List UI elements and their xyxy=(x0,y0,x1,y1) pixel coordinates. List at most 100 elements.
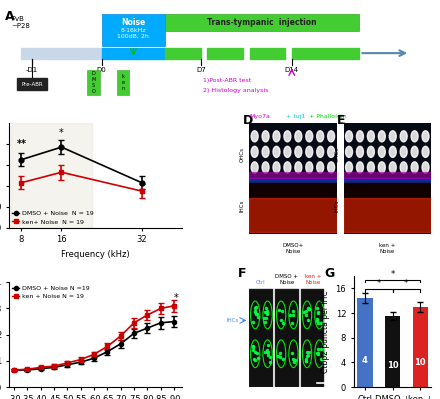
Ellipse shape xyxy=(317,131,324,142)
Ellipse shape xyxy=(345,146,352,157)
Ellipse shape xyxy=(295,162,302,173)
Bar xyxy=(292,47,359,59)
Text: + tuj1: + tuj1 xyxy=(286,114,305,119)
Ellipse shape xyxy=(251,162,258,173)
Text: *: * xyxy=(174,292,179,302)
Ellipse shape xyxy=(328,162,334,173)
Text: *: * xyxy=(404,279,408,288)
Ellipse shape xyxy=(378,162,385,173)
Text: DMSO+
Noise: DMSO+ Noise xyxy=(282,243,304,254)
Bar xyxy=(165,47,201,59)
Bar xyxy=(249,183,337,234)
Ellipse shape xyxy=(356,131,363,142)
Text: IHCs: IHCs xyxy=(227,318,239,323)
X-axis label: Frequency (kHz): Frequency (kHz) xyxy=(61,250,130,259)
Bar xyxy=(344,198,431,232)
Ellipse shape xyxy=(367,162,374,173)
Ellipse shape xyxy=(273,131,280,142)
Ellipse shape xyxy=(378,146,385,157)
Text: D
M
S
O: D M S O xyxy=(91,71,95,94)
Text: ken +
Noise: ken + Noise xyxy=(379,243,396,254)
Ellipse shape xyxy=(389,162,396,173)
Text: DMSO +
Noise: DMSO + Noise xyxy=(275,274,298,285)
Text: k
e
n: k e n xyxy=(121,74,125,91)
Ellipse shape xyxy=(356,162,363,173)
Text: FvB
~P28: FvB ~P28 xyxy=(11,16,30,29)
Ellipse shape xyxy=(306,146,313,157)
Text: *: * xyxy=(59,128,64,138)
Bar xyxy=(249,289,273,387)
Text: *: * xyxy=(390,270,395,279)
Bar xyxy=(249,172,337,178)
Bar xyxy=(275,289,298,387)
Text: Ctrl: Ctrl xyxy=(256,280,266,285)
Ellipse shape xyxy=(411,162,418,173)
Ellipse shape xyxy=(422,146,429,157)
Bar xyxy=(102,47,165,59)
Text: D0: D0 xyxy=(97,67,106,73)
Bar xyxy=(344,123,431,183)
Ellipse shape xyxy=(284,146,291,157)
Text: *: * xyxy=(377,279,381,288)
Bar xyxy=(22,47,102,59)
Bar xyxy=(344,183,431,234)
Bar xyxy=(249,47,286,59)
Ellipse shape xyxy=(262,162,269,173)
Bar xyxy=(344,178,431,185)
Ellipse shape xyxy=(389,131,396,142)
Legend: DMSO + Noise N =19, ken + Noise N = 19: DMSO + Noise N =19, ken + Noise N = 19 xyxy=(12,285,90,299)
Ellipse shape xyxy=(251,131,258,142)
Ellipse shape xyxy=(345,162,352,173)
Ellipse shape xyxy=(400,146,407,157)
Bar xyxy=(87,70,99,95)
Bar xyxy=(17,78,47,90)
Ellipse shape xyxy=(367,146,374,157)
Text: + Phalloidin: + Phalloidin xyxy=(309,114,346,119)
Bar xyxy=(207,47,243,59)
Ellipse shape xyxy=(389,146,396,157)
Ellipse shape xyxy=(411,131,418,142)
Ellipse shape xyxy=(400,131,407,142)
Bar xyxy=(413,307,428,387)
Ellipse shape xyxy=(273,162,280,173)
Ellipse shape xyxy=(367,131,374,142)
Legend: DMSO + Noise  N = 19, ken+ Noise  N = 19: DMSO + Noise N = 19, ken+ Noise N = 19 xyxy=(12,211,94,225)
Text: IHCs: IHCs xyxy=(240,200,245,212)
Ellipse shape xyxy=(328,131,334,142)
Ellipse shape xyxy=(317,162,324,173)
Ellipse shape xyxy=(422,162,429,173)
Ellipse shape xyxy=(251,146,258,157)
Text: D7: D7 xyxy=(196,67,206,73)
Bar xyxy=(102,14,165,46)
Ellipse shape xyxy=(306,162,313,173)
Text: Trans-tympanic  injection: Trans-tympanic injection xyxy=(207,18,317,27)
Bar xyxy=(117,70,129,95)
Ellipse shape xyxy=(345,131,352,142)
Ellipse shape xyxy=(378,131,385,142)
Ellipse shape xyxy=(356,146,363,157)
Ellipse shape xyxy=(273,146,280,157)
Ellipse shape xyxy=(422,131,429,142)
Text: 8-16kHz
100dB, 2h: 8-16kHz 100dB, 2h xyxy=(117,28,149,39)
Text: IHCs: IHCs xyxy=(334,200,339,212)
Text: E: E xyxy=(337,114,345,127)
Ellipse shape xyxy=(317,146,324,157)
Text: D: D xyxy=(242,114,253,127)
Text: -D1: -D1 xyxy=(26,67,38,73)
Ellipse shape xyxy=(328,146,334,157)
Ellipse shape xyxy=(295,146,302,157)
Ellipse shape xyxy=(306,131,313,142)
Text: 10: 10 xyxy=(387,361,398,370)
Bar xyxy=(357,298,373,387)
Text: 10: 10 xyxy=(414,358,426,367)
Bar xyxy=(249,198,337,232)
Bar xyxy=(344,172,431,178)
Y-axis label: Ctbp2 puncta per IHC: Ctbp2 puncta per IHC xyxy=(321,290,330,373)
Text: A: A xyxy=(4,10,14,23)
Text: OHCs: OHCs xyxy=(334,146,339,162)
Text: ken +
Noise: ken + Noise xyxy=(304,274,321,285)
Text: Noise: Noise xyxy=(121,18,146,27)
Text: Pre-ABR: Pre-ABR xyxy=(21,82,43,87)
Ellipse shape xyxy=(284,131,291,142)
Text: OHCs: OHCs xyxy=(240,146,245,162)
